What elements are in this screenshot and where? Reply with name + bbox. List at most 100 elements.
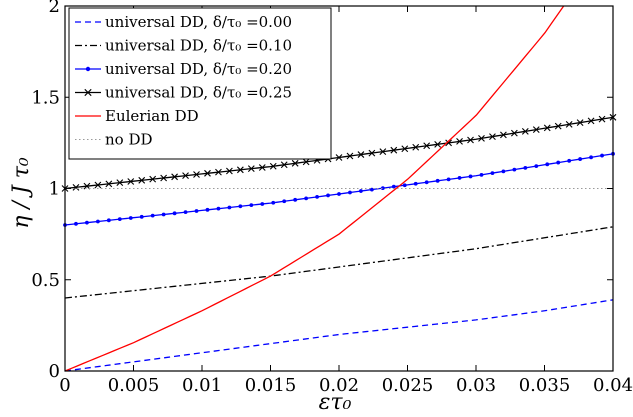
series-4-point xyxy=(171,173,178,181)
legend-marker xyxy=(85,66,91,72)
series-4-point xyxy=(587,117,595,125)
legend-label-1: universal DD, δ/τ₀ =0.00 xyxy=(105,13,292,31)
x-tick-label: 0.03 xyxy=(456,375,496,396)
x-tick-label: 0.005 xyxy=(108,375,160,396)
series-4-point xyxy=(94,181,102,189)
series-3-point xyxy=(457,176,462,180)
x-axis-label: ετ₀ xyxy=(319,390,352,415)
series-3-point xyxy=(249,203,254,208)
series-4-point xyxy=(247,165,255,173)
series-4-point xyxy=(565,120,573,128)
series-3-point xyxy=(435,178,440,183)
legend-box xyxy=(68,7,332,160)
series-4-point xyxy=(576,119,584,126)
series-3-point xyxy=(106,218,111,223)
series-3-point xyxy=(271,200,276,205)
series-3-point xyxy=(490,171,495,175)
x-tick-label: 0.02 xyxy=(319,375,359,396)
x-tick-label: 0.04 xyxy=(593,375,633,396)
series-3-point xyxy=(402,183,407,188)
series-line-3 xyxy=(64,153,614,226)
x-tick-label: 0 xyxy=(59,375,70,396)
series-4-point xyxy=(182,172,189,180)
series-4-point xyxy=(543,124,551,132)
series-3-point xyxy=(337,192,341,196)
series-3-point xyxy=(413,181,418,186)
series-4-point xyxy=(226,167,233,175)
series-3-point xyxy=(205,207,210,212)
x-tick-label: 0.025 xyxy=(382,375,434,396)
series-3-point xyxy=(139,214,144,219)
legend-label-5: Eulerian DD xyxy=(105,107,199,125)
series-3-point xyxy=(424,180,429,185)
y-tick-label: 0.5 xyxy=(31,270,60,291)
series-4-point xyxy=(423,142,431,150)
legend-item: universal DD, δ/τ₀ =0.00 xyxy=(75,13,292,31)
series-4-point xyxy=(149,175,157,183)
series-4-point xyxy=(379,148,387,156)
series-4-point xyxy=(346,152,354,160)
series-3-point xyxy=(545,162,550,167)
series-4-point xyxy=(489,133,496,140)
legend-label-4: universal DD, δ/τ₀ =0.25 xyxy=(105,84,292,102)
series-3-point xyxy=(468,174,473,179)
series-3-point xyxy=(567,158,572,163)
series-4-point xyxy=(401,145,409,153)
x-tick-label: 0.01 xyxy=(182,375,222,396)
legend-item: Eulerian DD xyxy=(75,107,199,125)
series-4-point xyxy=(510,129,518,137)
series-3-point xyxy=(479,172,484,177)
series-3-point xyxy=(74,221,78,226)
series-3-point xyxy=(293,197,298,202)
series-3-point xyxy=(446,177,451,182)
legend-item: universal DD, δ/τ₀ =0.10 xyxy=(75,37,292,55)
series-4-point xyxy=(456,138,463,145)
series-3-point xyxy=(315,194,319,199)
series-4-point xyxy=(478,134,485,142)
series-4-point xyxy=(521,127,529,135)
series-4-point xyxy=(105,180,113,188)
series-4-point xyxy=(390,146,398,154)
legend-label-6: no DD xyxy=(105,131,153,149)
series-4-point xyxy=(500,131,507,139)
y-tick-label: 1.5 xyxy=(31,87,60,108)
series-4-point xyxy=(280,161,288,169)
series-3-point xyxy=(589,155,593,160)
series-4-point xyxy=(204,169,211,177)
series-3-point xyxy=(512,167,517,172)
y-tick-label: 0 xyxy=(49,361,60,382)
series-3-point xyxy=(380,186,385,191)
series-3-point xyxy=(128,216,133,220)
series-4-point xyxy=(160,174,168,182)
series-3-point xyxy=(183,210,188,215)
series-4-point xyxy=(368,149,376,157)
series-3-point xyxy=(600,153,604,158)
series-3-point xyxy=(260,202,265,206)
y-tick-label: 1 xyxy=(49,179,60,200)
series-4-point xyxy=(291,159,299,167)
series-3-point xyxy=(172,211,177,216)
series-3-point xyxy=(216,206,221,211)
series-4-point xyxy=(236,166,244,174)
series-3-point xyxy=(326,193,330,198)
series-4-point xyxy=(138,176,146,184)
series-3-point xyxy=(501,169,506,174)
series-3-point xyxy=(238,204,243,209)
series-3-point xyxy=(117,217,122,222)
series-4-point xyxy=(116,179,124,187)
y-tick-label: 2 xyxy=(49,0,60,17)
series-4-point xyxy=(215,168,222,176)
series-3-point xyxy=(391,184,396,189)
series-4-point xyxy=(467,136,474,144)
series-line-2 xyxy=(64,226,614,299)
legend-item: no DD xyxy=(75,131,153,149)
series-4-point xyxy=(598,115,606,123)
ticks: 0 0.005 0.01 0.015 0.02 0.025 0.03 0.035 0.04 0 0.… xyxy=(31,0,633,396)
series-3-point xyxy=(348,190,352,195)
series-4-point xyxy=(412,143,420,151)
legend-label-2: universal DD, δ/τ₀ =0.10 xyxy=(105,37,292,55)
series-4-point xyxy=(258,164,266,171)
series-4-point xyxy=(72,183,80,191)
series-3-point xyxy=(359,189,363,193)
